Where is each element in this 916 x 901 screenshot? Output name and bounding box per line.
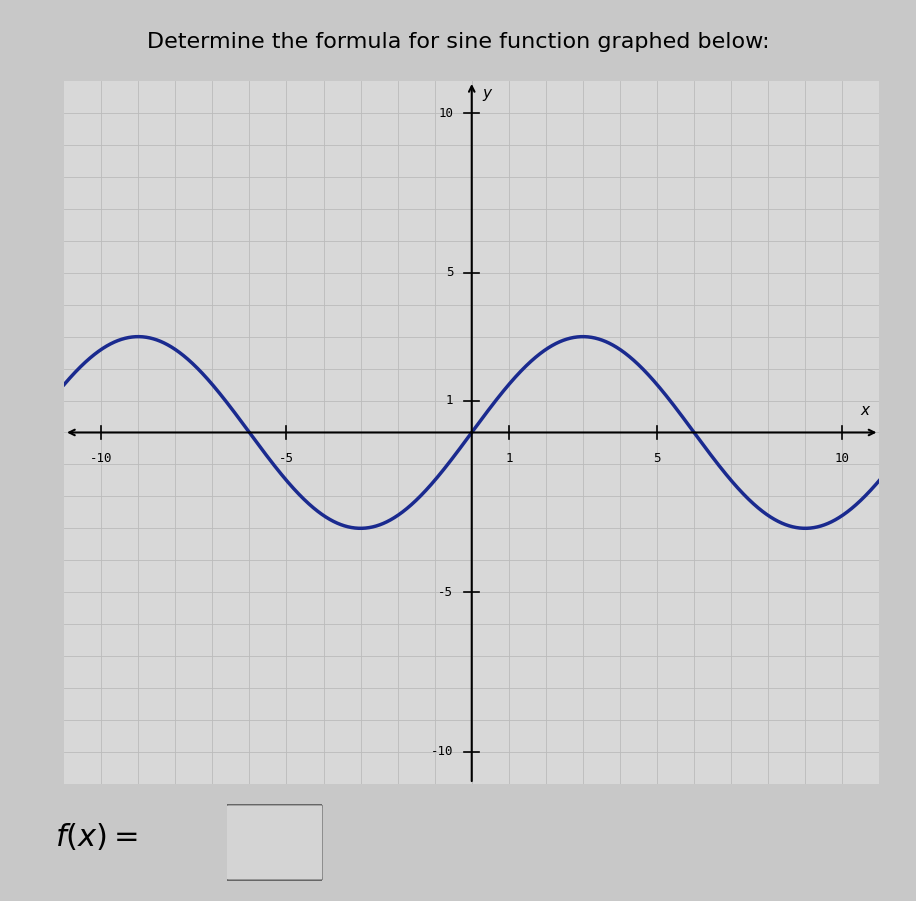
FancyBboxPatch shape [224, 804, 325, 881]
Text: 5: 5 [653, 451, 660, 465]
Text: 1: 1 [446, 394, 453, 407]
Text: $f(x)=$: $f(x)=$ [55, 823, 138, 853]
Text: -10: -10 [431, 745, 453, 759]
Text: y: y [483, 86, 492, 102]
Text: -5: -5 [438, 586, 453, 598]
Text: Determine the formula for sine function graphed below:: Determine the formula for sine function … [147, 32, 769, 51]
Text: 5: 5 [446, 267, 453, 279]
Text: -10: -10 [90, 451, 113, 465]
Text: x: x [860, 403, 869, 418]
Text: 10: 10 [438, 106, 453, 120]
Text: 10: 10 [834, 451, 850, 465]
Text: 1: 1 [505, 451, 513, 465]
Text: -5: -5 [279, 451, 294, 465]
